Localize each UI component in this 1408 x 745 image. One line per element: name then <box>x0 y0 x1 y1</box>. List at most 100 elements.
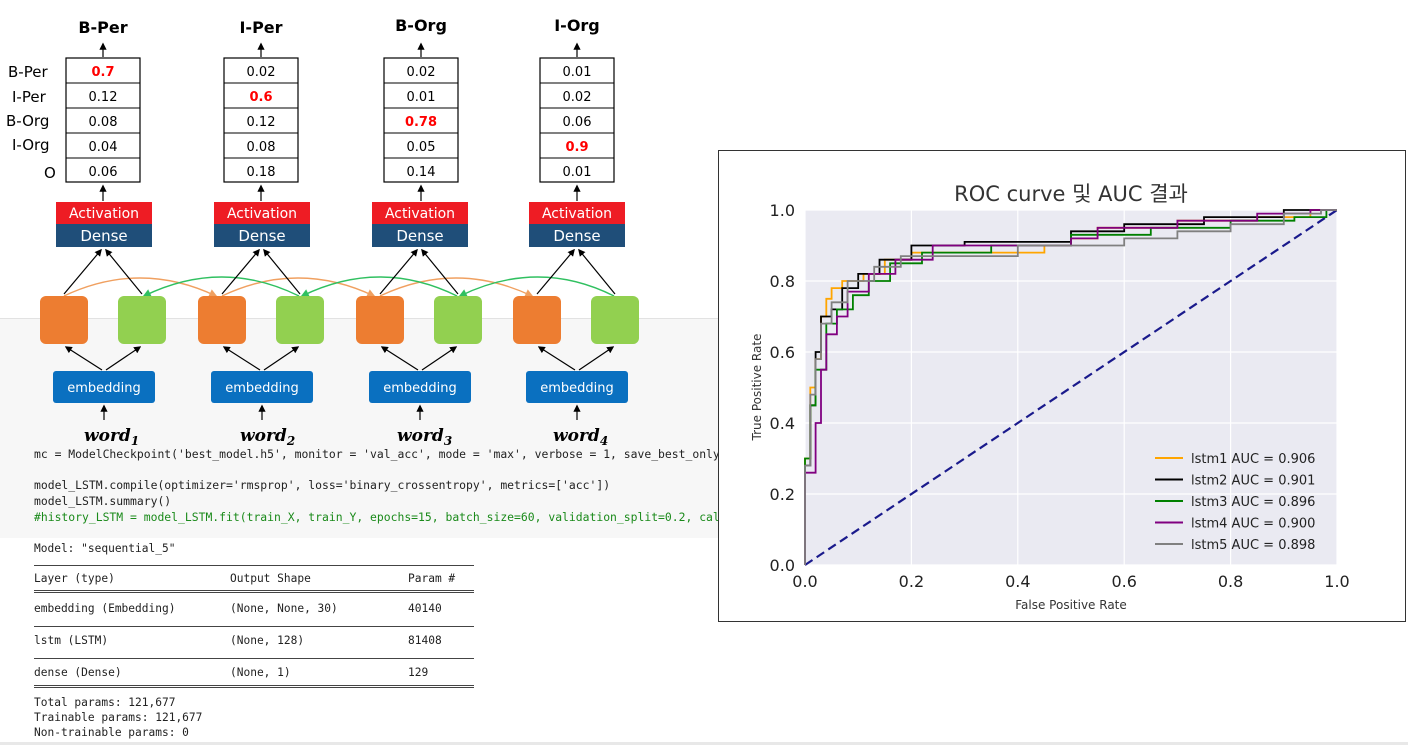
grid-lines <box>804 209 1338 566</box>
activation-block <box>529 202 625 224</box>
embedding-label: embedding <box>540 381 614 396</box>
row-param-count: 81408 <box>408 634 442 647</box>
y-tick-label: 1.0 <box>770 201 795 220</box>
probability-cell: 0.02 <box>247 65 276 80</box>
forward-arc <box>379 277 534 297</box>
row-layer-name: dense (Dense) <box>34 666 122 679</box>
summary-rule-double <box>34 685 474 688</box>
token-column-3: B-Org 0.02 0.01 0.78 0.05 0.14 Activatio… <box>356 16 482 448</box>
activation-block <box>372 202 468 224</box>
row-output-shape: (None, 1) <box>230 666 291 679</box>
summary-rule <box>34 658 474 659</box>
row-layer-name: lstm (LSTM) <box>34 634 109 647</box>
chance-diagonal <box>804 209 1338 566</box>
probability-cell: 0.18 <box>247 165 276 180</box>
row-param-count: 40140 <box>408 602 442 615</box>
chart-title: ROC curve 및 AUC 결과 <box>954 182 1188 206</box>
row-label: I-Org <box>12 136 50 154</box>
header-param-count: Param # <box>408 572 456 585</box>
probability-cell: 0.14 <box>407 165 436 180</box>
summary-rule <box>34 626 474 627</box>
dense-label: Dense <box>553 227 600 245</box>
backward-lstm-cell <box>591 296 639 344</box>
x-tick-label: 0.2 <box>899 572 924 591</box>
dense-block <box>214 224 310 247</box>
probability-table <box>383 57 459 183</box>
output-tag-label: B-Org <box>395 16 447 35</box>
header-layer-type: Layer (type) <box>34 572 115 585</box>
y-tick-label: 0.6 <box>770 343 795 362</box>
probability-cell: 0.01 <box>563 65 592 80</box>
code-line-3: model_LSTM.compile(optimizer='rmsprop', … <box>34 478 611 492</box>
probability-cell: 0.08 <box>89 115 118 130</box>
probability-cell: 0.05 <box>407 140 436 155</box>
roc-chart-panel: ROC curve 및 AUC 결과 0.0 0.2 0.4 0.6 0.8 1.0 0.… <box>718 150 1406 622</box>
x-axis-ticks: 0.0 0.2 0.4 0.6 0.8 1.0 <box>792 572 1349 591</box>
probability-cell: 0.02 <box>563 90 592 105</box>
probability-cell: 0.12 <box>89 90 118 105</box>
y-tick-label: 0.2 <box>770 485 795 504</box>
y-axis-ticks: 0.0 0.2 0.4 0.6 0.8 1.0 <box>770 201 795 575</box>
probability-cell: 0.06 <box>89 165 118 180</box>
probability-cell: 0.04 <box>89 140 118 155</box>
row-param-count: 129 <box>408 666 429 679</box>
summary-rule <box>34 565 474 566</box>
activation-label: Activation <box>385 206 455 222</box>
dense-label: Dense <box>396 227 443 245</box>
probability-cell: 0.7 <box>91 65 114 80</box>
forward-lstm-cell <box>356 296 404 344</box>
recurrent-arcs <box>63 276 615 297</box>
output-tag-label: I-Per <box>239 18 282 37</box>
y-tick-label: 0.0 <box>770 556 795 575</box>
trainable-params: Trainable params: 121,677 <box>34 711 203 724</box>
probability-table <box>223 57 299 183</box>
forward-lstm-cell <box>198 296 246 344</box>
roc-series-line-4 <box>804 209 1337 565</box>
x-tick-label: 0.6 <box>1111 572 1136 591</box>
probability-table <box>539 57 615 183</box>
forward-lstm-cell <box>40 296 88 344</box>
input-word: word4 <box>553 426 608 448</box>
roc-series-line-5 <box>804 209 1337 565</box>
x-tick-label: 1.0 <box>1324 572 1349 591</box>
code-line-5: #history_LSTM = model_LSTM.fit(train_X, … <box>34 510 727 524</box>
dense-block <box>56 224 152 247</box>
y-tick-label: 0.4 <box>770 414 795 433</box>
legend-entry: lstm2 AUC = 0.901 <box>1191 474 1315 489</box>
y-axis-label: True Positive Rate <box>750 334 764 442</box>
activation-label: Activation <box>542 206 612 222</box>
x-axis-label: False Positive Rate <box>1015 598 1127 612</box>
legend-entry: lstm4 AUC = 0.900 <box>1191 517 1315 532</box>
activation-block <box>56 202 152 224</box>
header-output-shape: Output Shape <box>230 572 311 585</box>
activation-label: Activation <box>227 206 297 222</box>
y-tick-label: 0.8 <box>770 272 795 291</box>
probability-cell: 0.9 <box>565 140 588 155</box>
row-output-shape: (None, None, 30) <box>230 602 338 615</box>
row-labels: B-Per I-Per B-Org I-Org O <box>6 63 56 182</box>
backward-arc <box>300 276 458 297</box>
probability-cell: 0.08 <box>247 140 276 155</box>
probability-cell: 0.02 <box>407 65 436 80</box>
dense-block <box>529 224 625 247</box>
token-column-4: I-Org 0.01 0.02 0.06 0.9 0.01 Activation… <box>513 16 639 448</box>
summary-rule-double <box>34 590 474 593</box>
code-cell[interactable]: mc = ModelCheckpoint('best_model.h5', mo… <box>0 318 727 539</box>
forward-lstm-cell <box>513 296 561 344</box>
probability-table <box>65 57 141 183</box>
chart-legend: lstm1 AUC = 0.906 lstm2 AUC = 0.901 lstm3 … <box>1155 452 1315 553</box>
embedding-label: embedding <box>225 381 299 396</box>
activation-label: Activation <box>69 206 139 222</box>
embedding-label: embedding <box>383 381 457 396</box>
x-tick-label: 0.0 <box>792 572 817 591</box>
row-layer-name: embedding (Embedding) <box>34 602 176 615</box>
probability-cell: 0.78 <box>405 115 437 130</box>
dense-label: Dense <box>80 227 127 245</box>
page-bottom-edge <box>0 742 1408 745</box>
embedding-block <box>369 371 471 403</box>
legend-entry: lstm3 AUC = 0.896 <box>1191 495 1315 510</box>
dense-block <box>372 224 468 247</box>
forward-arc <box>221 277 376 297</box>
backward-lstm-cell <box>434 296 482 344</box>
backward-arc <box>458 276 615 297</box>
